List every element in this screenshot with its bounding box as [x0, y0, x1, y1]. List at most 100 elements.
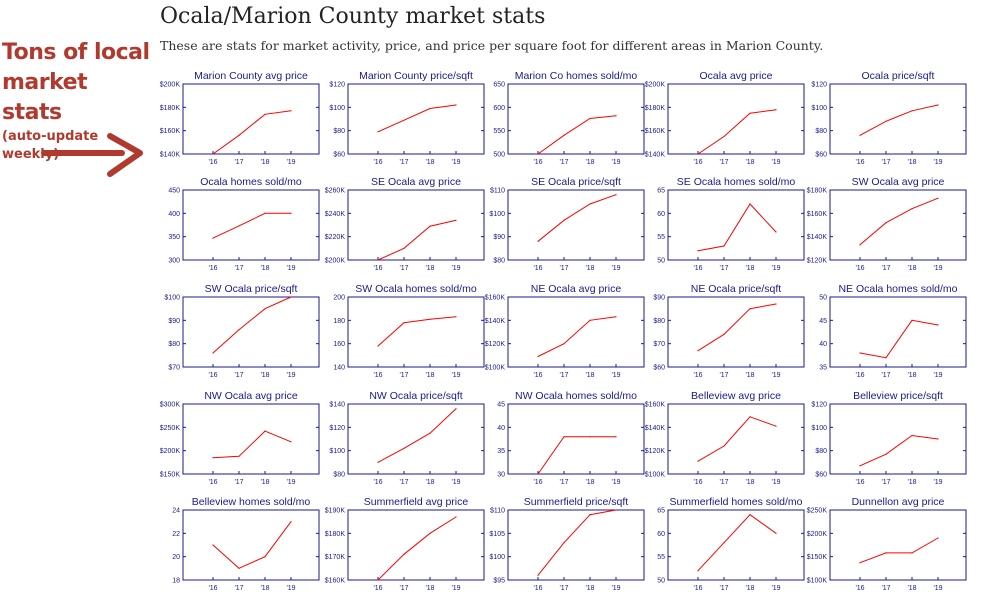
x-tick-label: '17	[399, 372, 408, 379]
data-point	[455, 516, 457, 518]
plot-frame	[507, 403, 645, 475]
x-tick-label: '19	[771, 159, 780, 166]
data-point	[403, 322, 405, 324]
y-tick-label: $80	[333, 472, 345, 479]
data-point	[537, 355, 539, 358]
x-tick-label: '18	[425, 479, 434, 486]
y-tick-label: 300	[168, 258, 180, 265]
x-tick-label: '16	[208, 585, 217, 592]
x-tick-label: '17	[399, 585, 408, 592]
y-tick-label: $60	[815, 152, 827, 159]
series-line	[697, 303, 777, 352]
y-tick-label: $100	[811, 425, 827, 432]
data-point	[264, 556, 266, 558]
chart-title: NE Ocala price/sqft	[691, 283, 782, 295]
y-tick-label: $180K	[807, 188, 828, 195]
chart-title: Dunnellon avg price	[852, 496, 945, 508]
plot-frame	[507, 83, 645, 155]
x-tick-label: '17	[881, 479, 890, 486]
chart-title: SE Ocala price/sqft	[531, 176, 621, 188]
x-tick-label: '17	[881, 159, 890, 166]
x-tick-label: '16	[208, 265, 217, 272]
data-point	[212, 237, 214, 239]
data-point	[238, 134, 240, 136]
data-point	[775, 532, 777, 534]
x-tick-label: '18	[745, 372, 754, 379]
y-tick-label: $120K	[645, 448, 666, 455]
plot-frame	[507, 509, 645, 581]
y-tick-label: 50	[819, 295, 827, 302]
data-point	[212, 544, 214, 546]
data-point	[455, 104, 457, 106]
data-point	[885, 453, 887, 455]
x-tick-label: '16	[208, 372, 217, 379]
y-tick-label: 30	[497, 472, 505, 479]
y-tick-label: $105	[489, 531, 505, 538]
y-tick-label: $180K	[325, 531, 346, 538]
x-tick-label: '17	[719, 479, 728, 486]
x-tick-label: '17	[559, 585, 568, 592]
y-tick-label: $200K	[645, 82, 666, 89]
page-title: Ocala/Marion County market stats	[160, 4, 546, 29]
data-point	[697, 250, 699, 252]
chart-title: SE Ocala avg price	[371, 176, 461, 188]
x-tick-label: '16	[855, 265, 864, 272]
x-tick-label: '17	[234, 479, 243, 486]
data-point	[377, 461, 379, 463]
y-tick-label: $180K	[160, 105, 181, 112]
y-tick-label: $190K	[325, 508, 346, 515]
promo-callout: Tons of local market stats (auto-update …	[2, 38, 152, 164]
plot-frame	[667, 296, 805, 368]
plot-frame	[347, 509, 485, 581]
x-tick-label: '18	[907, 585, 916, 592]
y-tick-label: $120K	[807, 258, 828, 265]
y-tick-label: 24	[172, 508, 180, 515]
y-tick-label: $100	[489, 554, 505, 561]
data-point	[723, 135, 725, 138]
data-point	[615, 509, 617, 511]
chart-title: NW Ocala avg price	[204, 390, 298, 402]
x-tick-label: '18	[425, 159, 434, 166]
y-tick-label: 55	[657, 234, 665, 241]
x-tick-label: '19	[286, 585, 295, 592]
y-tick-label: $80	[815, 448, 827, 455]
data-point	[429, 107, 431, 110]
series-line	[377, 219, 457, 261]
y-tick-label: $160K	[160, 128, 181, 135]
y-tick-label: $70	[653, 341, 665, 348]
y-tick-label: $90	[653, 295, 665, 302]
x-tick-label: '17	[559, 265, 568, 272]
x-tick-label: '17	[719, 265, 728, 272]
data-point	[885, 222, 887, 224]
x-tick-label: '16	[855, 159, 864, 166]
y-tick-label: 40	[497, 425, 505, 432]
chart-title: Marion County avg price	[194, 70, 308, 82]
series-line	[537, 436, 616, 475]
x-tick-label: '19	[286, 159, 295, 166]
data-point	[937, 324, 939, 326]
data-point	[264, 308, 266, 310]
plot-frame	[347, 83, 485, 155]
data-point	[238, 329, 240, 331]
data-point	[455, 219, 457, 221]
data-point	[775, 303, 777, 305]
plot-frame	[182, 83, 320, 155]
data-point	[697, 153, 699, 155]
y-tick-label: $260K	[325, 188, 346, 195]
data-point	[859, 562, 861, 564]
x-tick-label: '18	[425, 265, 434, 272]
series-line	[537, 509, 617, 576]
series-line	[697, 416, 777, 462]
y-tick-label: $95	[493, 578, 505, 585]
y-tick-label: 450	[168, 188, 180, 195]
y-tick-label: 35	[497, 448, 505, 455]
arrow-right-icon	[41, 133, 143, 177]
data-point	[238, 225, 240, 227]
data-point	[775, 231, 777, 233]
chart-title: Summerfield avg price	[364, 496, 469, 508]
data-point	[749, 514, 751, 516]
y-tick-label: 20	[172, 554, 180, 561]
y-tick-label: $120	[811, 402, 827, 409]
y-tick-label: $180K	[645, 105, 666, 112]
data-point	[290, 521, 292, 523]
